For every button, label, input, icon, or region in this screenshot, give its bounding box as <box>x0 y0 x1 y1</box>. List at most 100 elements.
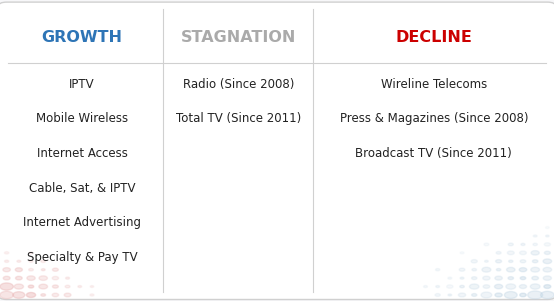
Circle shape <box>544 243 551 246</box>
Circle shape <box>471 259 478 263</box>
Circle shape <box>519 268 527 272</box>
Circle shape <box>52 293 59 297</box>
Circle shape <box>435 268 440 271</box>
Text: Broadcast TV (Since 2011): Broadcast TV (Since 2011) <box>356 147 512 160</box>
Circle shape <box>530 284 540 289</box>
Circle shape <box>42 269 45 271</box>
Circle shape <box>546 227 549 228</box>
Circle shape <box>460 285 464 288</box>
Circle shape <box>481 292 492 298</box>
Text: Internet Access: Internet Access <box>37 147 127 160</box>
Circle shape <box>64 293 71 297</box>
Circle shape <box>508 277 514 280</box>
Circle shape <box>484 243 489 246</box>
Circle shape <box>483 285 490 288</box>
Text: Internet Advertising: Internet Advertising <box>23 216 141 229</box>
Circle shape <box>508 243 514 246</box>
Circle shape <box>16 268 22 272</box>
Circle shape <box>533 243 537 246</box>
Circle shape <box>0 283 13 290</box>
Circle shape <box>436 286 439 287</box>
Circle shape <box>485 260 488 262</box>
Circle shape <box>527 291 543 299</box>
Circle shape <box>521 243 525 246</box>
Circle shape <box>458 293 466 297</box>
Circle shape <box>27 293 35 297</box>
Circle shape <box>424 286 427 287</box>
Circle shape <box>495 284 502 289</box>
Circle shape <box>78 286 81 287</box>
Circle shape <box>544 285 551 288</box>
Text: Total TV (Since 2011): Total TV (Since 2011) <box>176 112 301 126</box>
Circle shape <box>469 284 479 289</box>
Circle shape <box>4 252 9 254</box>
Circle shape <box>17 260 20 262</box>
Circle shape <box>507 251 514 255</box>
Circle shape <box>41 260 45 262</box>
Circle shape <box>471 293 477 296</box>
Circle shape <box>482 267 491 272</box>
Circle shape <box>541 291 554 299</box>
Circle shape <box>13 292 25 298</box>
Text: Mobile Wireless: Mobile Wireless <box>36 112 128 126</box>
Text: IPTV: IPTV <box>69 78 95 91</box>
Circle shape <box>27 276 35 281</box>
Circle shape <box>520 277 526 280</box>
Circle shape <box>460 252 464 254</box>
Circle shape <box>506 267 515 272</box>
Circle shape <box>53 285 58 288</box>
Text: DECLINE: DECLINE <box>396 30 472 45</box>
Circle shape <box>543 267 552 272</box>
Circle shape <box>65 277 70 279</box>
Circle shape <box>52 276 59 280</box>
Circle shape <box>496 252 501 254</box>
Circle shape <box>39 276 48 281</box>
Circle shape <box>504 291 517 299</box>
Circle shape <box>29 268 33 271</box>
Circle shape <box>483 276 490 280</box>
Text: Press & Magazines (Since 2008): Press & Magazines (Since 2008) <box>340 112 528 126</box>
Circle shape <box>90 294 94 296</box>
Circle shape <box>0 291 13 299</box>
Circle shape <box>29 252 33 254</box>
Circle shape <box>520 251 526 255</box>
Circle shape <box>65 285 70 288</box>
Circle shape <box>447 285 453 288</box>
Text: Specialty & Pay TV: Specialty & Pay TV <box>27 251 137 264</box>
Circle shape <box>506 284 516 289</box>
Circle shape <box>29 260 33 262</box>
Text: GROWTH: GROWTH <box>42 30 122 45</box>
Circle shape <box>543 259 552 264</box>
Circle shape <box>509 260 513 262</box>
Circle shape <box>3 276 10 280</box>
Circle shape <box>472 268 476 271</box>
Circle shape <box>16 276 22 280</box>
Text: Wireline Telecoms: Wireline Telecoms <box>381 78 487 91</box>
Circle shape <box>496 260 501 263</box>
Text: STAGNATION: STAGNATION <box>181 30 296 45</box>
Circle shape <box>448 294 452 296</box>
Circle shape <box>435 293 440 296</box>
Circle shape <box>459 268 465 271</box>
Circle shape <box>543 276 551 280</box>
Circle shape <box>545 251 550 254</box>
Text: Radio (Since 2008): Radio (Since 2008) <box>182 78 294 91</box>
Circle shape <box>28 285 34 288</box>
Circle shape <box>495 276 502 280</box>
Circle shape <box>14 284 23 289</box>
Circle shape <box>3 268 11 272</box>
Circle shape <box>546 235 549 237</box>
Circle shape <box>460 277 464 279</box>
Circle shape <box>520 260 526 263</box>
Circle shape <box>496 268 501 271</box>
Text: Cable, Sat, & IPTV: Cable, Sat, & IPTV <box>29 182 135 195</box>
Circle shape <box>471 277 477 280</box>
Circle shape <box>531 267 540 272</box>
Circle shape <box>520 293 526 297</box>
Circle shape <box>532 260 538 263</box>
Circle shape <box>531 251 539 255</box>
Circle shape <box>41 294 45 296</box>
Circle shape <box>534 235 537 237</box>
Circle shape <box>4 260 9 262</box>
Circle shape <box>519 284 527 289</box>
